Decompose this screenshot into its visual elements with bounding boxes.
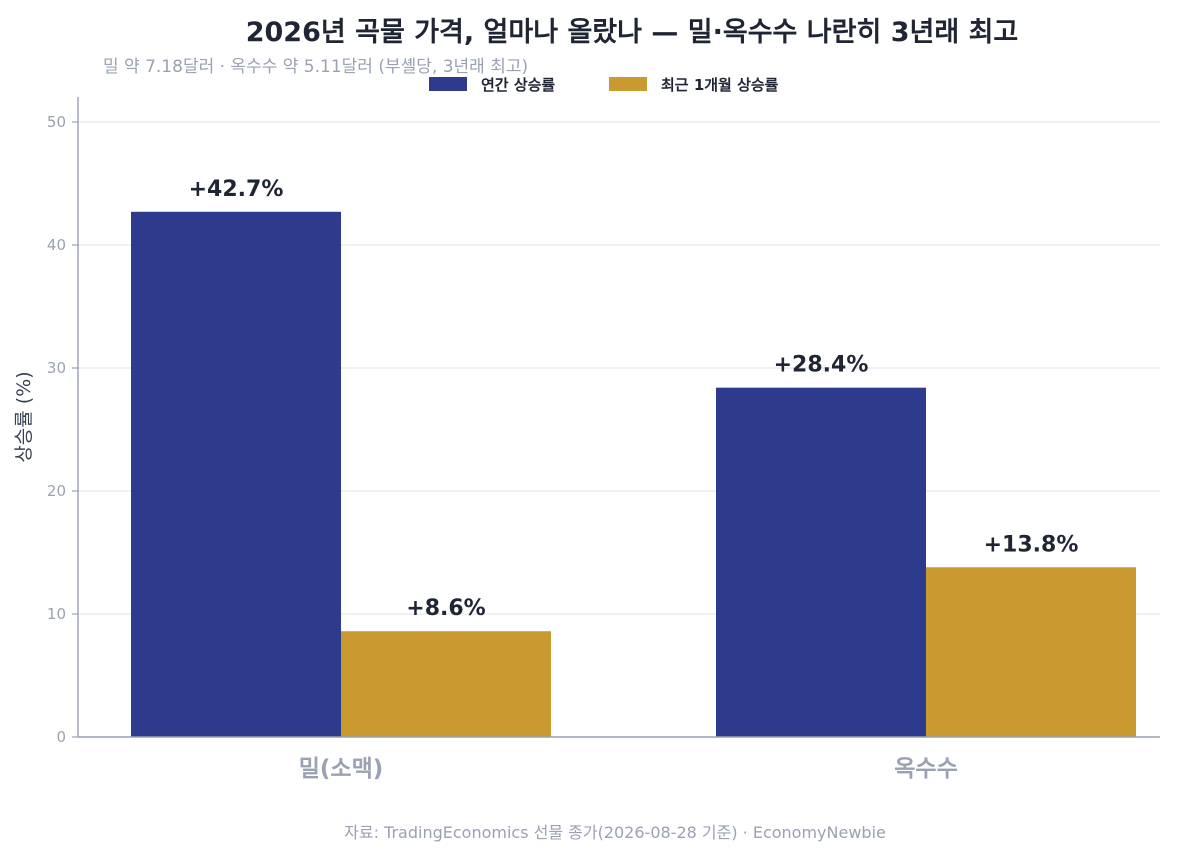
bar-annual-0	[131, 211, 341, 738]
source-note: 자료: TradingEconomics 선물 종가(2026-08-28 기준…	[344, 823, 886, 842]
y-tick-label: 0	[56, 728, 66, 746]
bar-annual-1	[716, 387, 926, 737]
legend-swatch	[609, 77, 647, 91]
data-labels: +42.7% +8.6% 밀(소맥) +28.4% +13.8% 옥수수	[189, 177, 1079, 782]
y-tick-label: 30	[47, 359, 66, 377]
y-tick-label: 40	[47, 236, 66, 254]
bar-monthly-1	[926, 567, 1136, 737]
legend-label: 최근 1개월 상승률	[661, 76, 779, 94]
bar-value-label: +28.4%	[774, 353, 869, 378]
x-category-label: 옥수수	[894, 756, 957, 782]
bar-monthly-0	[341, 631, 551, 737]
y-tick-label: 20	[47, 482, 66, 500]
y-tick-label: 50	[47, 113, 66, 131]
x-category-label: 밀(소맥)	[299, 756, 384, 782]
bars	[131, 211, 1136, 738]
y-axis-label: 상승률 (%)	[13, 371, 35, 462]
bar-value-label: +8.6%	[406, 596, 485, 621]
chart-title: 2026년 곡물 가격, 얼마나 올랐나 — 밀·옥수수 나란히 3년래 최고	[246, 17, 1019, 48]
bar-value-label: +42.7%	[189, 177, 284, 202]
legend-label: 연간 상승률	[481, 76, 555, 94]
legend: 연간 상승률 최근 1개월 상승률	[429, 76, 779, 94]
legend-swatch	[429, 77, 467, 91]
y-tick-label: 10	[47, 605, 66, 623]
chart-subtitle: 밀 약 7.18달러 · 옥수수 약 5.11달러 (부셸당, 3년래 최고)	[103, 57, 528, 77]
bar-value-label: +13.8%	[984, 532, 1079, 557]
